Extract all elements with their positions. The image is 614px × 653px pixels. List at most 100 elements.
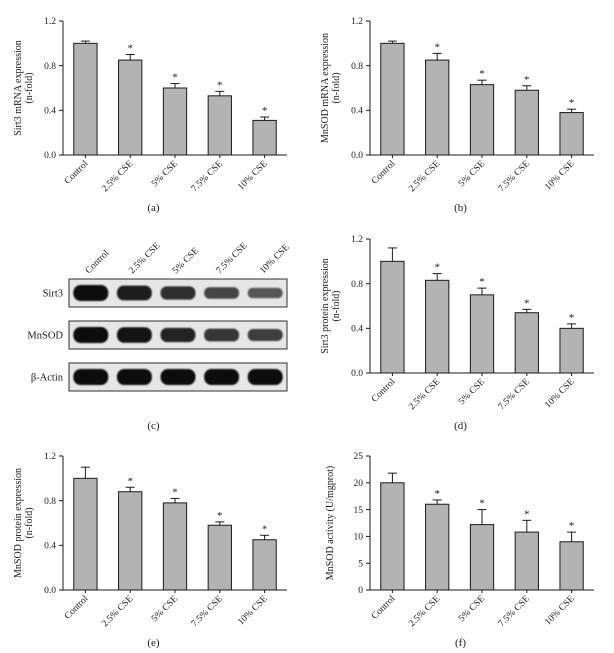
y-tick-label: 0.8 xyxy=(351,280,363,290)
panel-e: 0.0 0.4 0.8 1.2 Control * 2.5% CSE * 5% CSE * 7.5%… xyxy=(0,436,307,653)
panel-a: 0.0 0.4 0.8 1.2 Control * 2.5% CSE * 5% CSE * 7.5%… xyxy=(0,0,307,218)
significance-marker: * xyxy=(127,475,133,487)
blot-column-label: 2.5% CSE xyxy=(127,241,162,276)
panel-d: 0.0 0.4 0.8 1.2 Control * 2.5% CSE * 5% CSE * 7.5%… xyxy=(307,218,614,436)
bar xyxy=(207,95,232,156)
blot-row-label: MnSOD xyxy=(27,331,63,342)
y-tick-label: 0.8 xyxy=(44,497,56,507)
panel-b: 0.0 0.4 0.8 1.2 Control * 2.5% CSE * 5% CSE * 7.5%… xyxy=(307,0,614,218)
y-axis-label: MnSOD protein expression xyxy=(13,468,24,578)
blot-band xyxy=(160,286,195,300)
bar xyxy=(424,503,449,591)
significance-marker: * xyxy=(127,43,133,55)
blot-band xyxy=(247,329,283,341)
blot-band xyxy=(72,327,108,343)
bar xyxy=(379,260,405,374)
significance-marker: * xyxy=(568,520,574,532)
bar xyxy=(162,87,187,156)
significance-marker: * xyxy=(524,74,530,86)
x-tick-label: 10% CSE xyxy=(236,159,270,193)
x-tick-label: 7.5% CSE xyxy=(189,594,224,629)
panel-c: Sirt3 MnSOD β-Actin Control 2.5% CSE 5% CSE 7.… xyxy=(0,218,307,436)
y-axis-label: (n-fold) xyxy=(24,507,35,538)
significance-marker: * xyxy=(217,79,223,91)
x-tick-label: 5% CSE xyxy=(457,594,487,624)
x-tick-label: 7.5% CSE xyxy=(496,377,531,412)
y-tick-label: 0.4 xyxy=(44,107,56,117)
blot-column-label: Control xyxy=(83,248,111,276)
blot-band xyxy=(247,369,283,385)
bar-chart-mnsod-mrna: 0.0 0.4 0.8 1.2 Control * 2.5% CSE * 5% CSE * 7.5%… xyxy=(320,17,594,194)
significance-marker: * xyxy=(568,97,574,109)
y-tick-label: 0.8 xyxy=(44,62,56,72)
y-tick-label: 1.2 xyxy=(351,17,363,27)
significance-marker: * xyxy=(217,510,223,522)
y-axis-label: (n-fold) xyxy=(331,72,342,103)
y-tick-label: 0.8 xyxy=(351,62,363,72)
western-blot-image: Sirt3 MnSOD β-Actin Control 2.5% CSE 5% CSE 7.… xyxy=(27,241,292,392)
bar xyxy=(117,491,142,591)
y-tick-label: 1.2 xyxy=(44,17,56,27)
y-tick-label: 0.4 xyxy=(351,325,363,335)
bar xyxy=(558,112,584,156)
bar xyxy=(424,279,449,374)
blot-band xyxy=(203,328,239,342)
blot-band xyxy=(72,285,108,301)
y-axis-label: (n-fold) xyxy=(24,72,35,103)
significance-marker: * xyxy=(479,498,485,510)
x-tick-label: 5% CSE xyxy=(150,159,180,189)
blot-column-label: 10% CSE xyxy=(258,243,292,277)
significance-marker: * xyxy=(434,262,440,274)
significance-marker: * xyxy=(568,312,574,324)
x-tick-label: Control xyxy=(62,594,90,622)
bar-chart-mnsod-activity: 0 5 10 15 20 25 Control * 2.5% CSE * 5% CSE * 7.5% C… xyxy=(325,452,594,629)
panel-label-a: (a) xyxy=(147,202,160,214)
bar xyxy=(162,502,187,591)
bar xyxy=(558,327,584,374)
y-axis-label: Sirt3 mRNA expression xyxy=(13,40,24,136)
y-tick-label: 0.4 xyxy=(351,107,363,117)
bar xyxy=(117,59,142,156)
significance-marker: * xyxy=(434,41,440,53)
y-tick-label: 0.0 xyxy=(351,151,363,161)
bar xyxy=(379,482,405,591)
x-tick-label: 10% CSE xyxy=(543,594,577,628)
x-tick-label: 10% CSE xyxy=(543,159,577,193)
significance-marker: * xyxy=(434,488,440,500)
x-tick-label: 2.5% CSE xyxy=(100,594,135,629)
blot-band xyxy=(247,287,283,299)
y-tick-label: 0.0 xyxy=(44,586,56,596)
significance-marker: * xyxy=(479,68,485,80)
bar-chart-sirt3-mrna: 0.0 0.4 0.8 1.2 Control * 2.5% CSE * 5% CSE * 7.5%… xyxy=(13,17,287,194)
x-tick-label: 10% CSE xyxy=(236,594,270,628)
y-tick-label: 0 xyxy=(358,586,363,596)
blot-band xyxy=(116,285,152,301)
bar xyxy=(558,541,584,591)
x-tick-label: 2.5% CSE xyxy=(100,159,135,194)
y-tick-label: 1.2 xyxy=(351,235,363,245)
bar xyxy=(469,524,494,591)
y-tick-label: 0.4 xyxy=(44,542,56,552)
x-tick-label: 7.5% CSE xyxy=(496,594,531,629)
x-tick-label: 10% CSE xyxy=(543,377,577,411)
blot-band xyxy=(203,369,239,385)
panel-f: 0 5 10 15 20 25 Control * 2.5% CSE * 5% CSE * 7.5% C… xyxy=(307,436,614,653)
x-tick-label: 7.5% CSE xyxy=(496,159,531,194)
y-tick-label: 1.2 xyxy=(44,452,56,462)
bar xyxy=(469,84,494,156)
x-tick-label: 5% CSE xyxy=(150,594,180,624)
y-tick-label: 0.0 xyxy=(351,369,363,379)
panel-label-c: (c) xyxy=(147,420,160,432)
x-tick-label: Control xyxy=(369,594,397,622)
y-axis-label: (n-fold) xyxy=(331,290,342,321)
x-tick-label: 5% CSE xyxy=(457,377,487,407)
blot-row-label: β-Actin xyxy=(30,373,63,384)
significance-marker: * xyxy=(524,508,530,520)
bar xyxy=(251,539,277,591)
significance-marker: * xyxy=(261,523,267,535)
x-tick-label: Control xyxy=(369,377,397,405)
blot-column-label: 5% CSE xyxy=(171,246,201,276)
significance-marker: * xyxy=(479,276,485,288)
panel-label-f: (f) xyxy=(455,637,466,649)
y-tick-label: 0.0 xyxy=(44,151,56,161)
